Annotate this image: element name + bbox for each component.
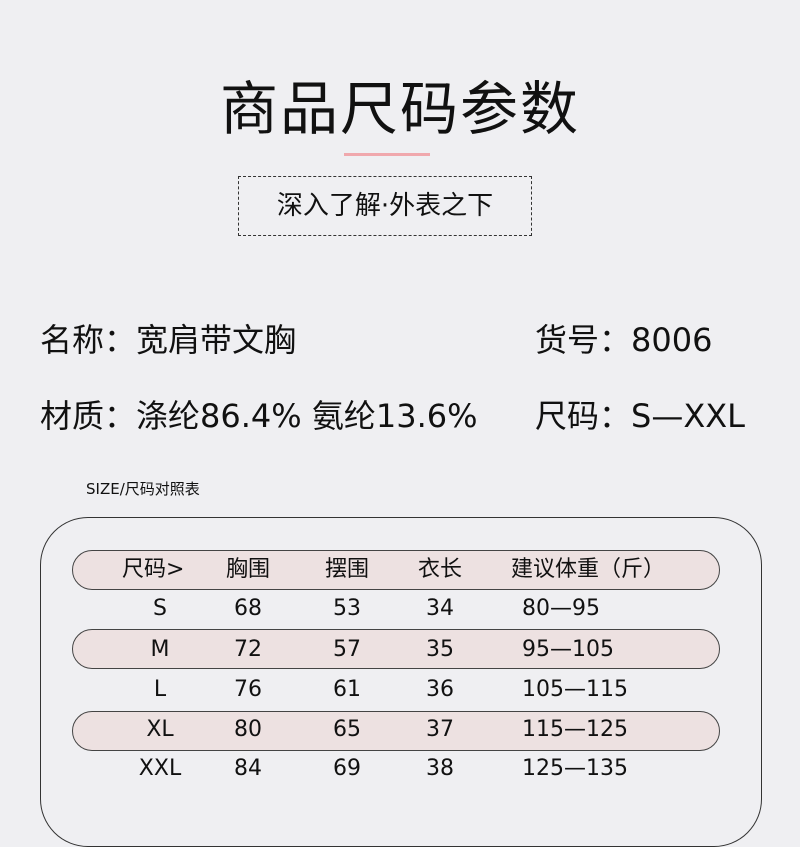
header-size: 尺码> — [122, 557, 185, 582]
page-title: 商品尺码参数 — [219, 75, 580, 143]
table-header: 尺码> 胸围 摆围 衣长 建议体重（斤） — [0, 550, 800, 590]
table-cell: 68 — [234, 596, 262, 621]
header-highlight — [72, 550, 720, 590]
table-cell: 125—135 — [522, 756, 628, 781]
name-label: 名称： — [40, 321, 137, 359]
row-highlight — [72, 629, 720, 669]
table-cell: 34 — [426, 596, 454, 621]
table-row: XL 80 65 37 115—125 — [0, 710, 800, 750]
table-cell: XL — [146, 717, 174, 742]
product-name: 名称：宽肩带文胸 — [40, 320, 296, 360]
header-chest: 胸围 — [225, 557, 270, 582]
name-value: 宽肩带文胸 — [136, 321, 297, 359]
table-cell: 80 — [234, 717, 262, 742]
table-cell: 53 — [333, 596, 361, 621]
subtitle-box: 深入了解·外表之下 — [238, 176, 532, 236]
header-weight: 建议体重（斤） — [511, 557, 666, 582]
row-highlight — [72, 711, 720, 751]
table-cell: 105—115 — [522, 677, 628, 702]
table-cell: 115—125 — [522, 717, 628, 742]
table-cell: 65 — [333, 717, 361, 742]
material-value: 涤纶86.4% 氨纶13.6% — [136, 397, 478, 435]
size-label: 尺码： — [535, 397, 632, 435]
table-cell: 95—105 — [522, 637, 614, 662]
table-row: M 72 57 35 95—105 — [0, 630, 800, 670]
table-row: XXL 84 69 38 125—135 — [0, 749, 800, 789]
table-cell: 69 — [333, 756, 361, 781]
header-hem: 摆围 — [324, 557, 369, 582]
table-cell: 72 — [234, 637, 262, 662]
table-row: S 68 53 34 80—95 — [0, 589, 800, 629]
table-cell: 76 — [234, 677, 262, 702]
table-cell: S — [153, 596, 167, 621]
table-cell: 80—95 — [522, 596, 600, 621]
header-length: 衣长 — [417, 557, 462, 582]
accent-divider — [344, 153, 430, 156]
sku-value: 8006 — [631, 321, 713, 359]
table-cell: L — [153, 677, 167, 702]
material-label: 材质： — [40, 397, 137, 435]
product-material: 材质：涤纶86.4% 氨纶13.6% — [40, 396, 478, 436]
size-value: S—XXL — [631, 397, 745, 435]
product-sku: 货号：8006 — [535, 320, 712, 360]
product-size-range: 尺码：S—XXL — [535, 396, 745, 436]
table-cell: 37 — [426, 717, 454, 742]
table-cell: 38 — [426, 756, 454, 781]
table-caption: SIZE/尺码对照表 — [86, 480, 200, 498]
table-cell: XXL — [138, 756, 182, 781]
table-cell: 36 — [426, 677, 454, 702]
table-row: L 76 61 36 105—115 — [0, 670, 800, 710]
table-cell: M — [150, 637, 170, 662]
table-cell: 84 — [234, 756, 262, 781]
table-cell: 57 — [333, 637, 361, 662]
table-cell: 61 — [333, 677, 361, 702]
table-cell: 35 — [426, 637, 454, 662]
sku-label: 货号： — [535, 321, 632, 359]
